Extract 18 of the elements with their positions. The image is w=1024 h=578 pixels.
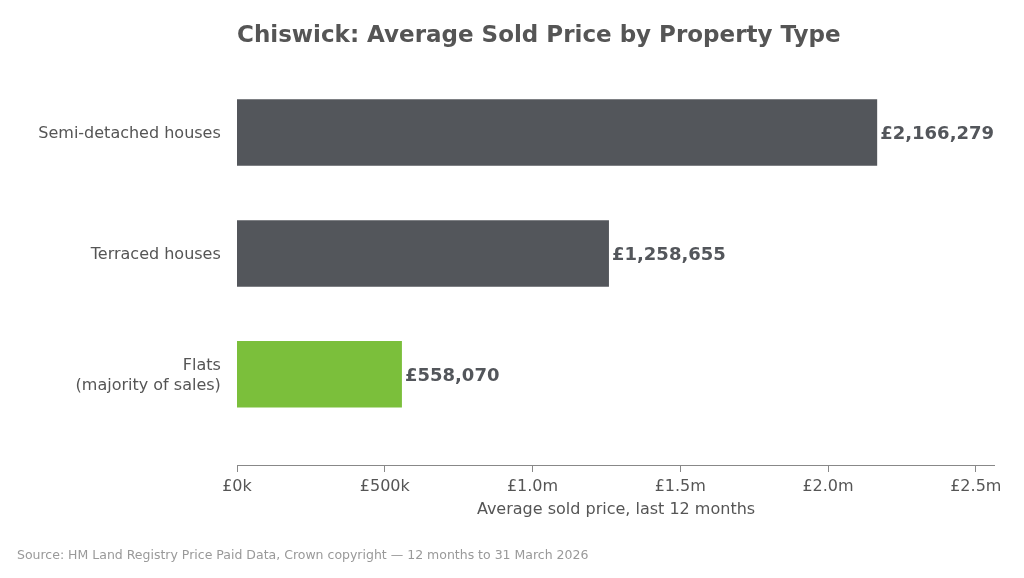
y-tick-label: Terraced houses	[89, 244, 221, 264]
y-tick-label: Flats (majority of sales)	[75, 354, 221, 395]
x-tick-label: £2.5m	[950, 476, 1002, 496]
chart-title: Chiswick: Average Sold Price by Property Type	[237, 21, 841, 48]
data-label: £558,070	[404, 363, 500, 385]
bar	[237, 220, 609, 287]
source-note: Source: HM Land Registry Price Paid Data, Crown copyright — 12 months to 31 March 2026	[17, 547, 589, 562]
bar	[237, 341, 402, 408]
x-axis-title: Average sold price, last 12 months	[476, 498, 756, 518]
y-tick-label: Semi-detached houses	[38, 123, 221, 143]
data-label: £1,258,655	[611, 242, 726, 264]
x-tick-label: £1.0m	[506, 476, 559, 496]
data-label: £2,166,279	[880, 122, 995, 144]
bar	[237, 99, 878, 166]
x-tick-label: £0k	[222, 476, 253, 496]
x-tick-label: £1.5m	[654, 476, 706, 496]
x-tick-label: £500k	[359, 476, 411, 496]
x-tick-label: £2.0m	[802, 476, 854, 496]
